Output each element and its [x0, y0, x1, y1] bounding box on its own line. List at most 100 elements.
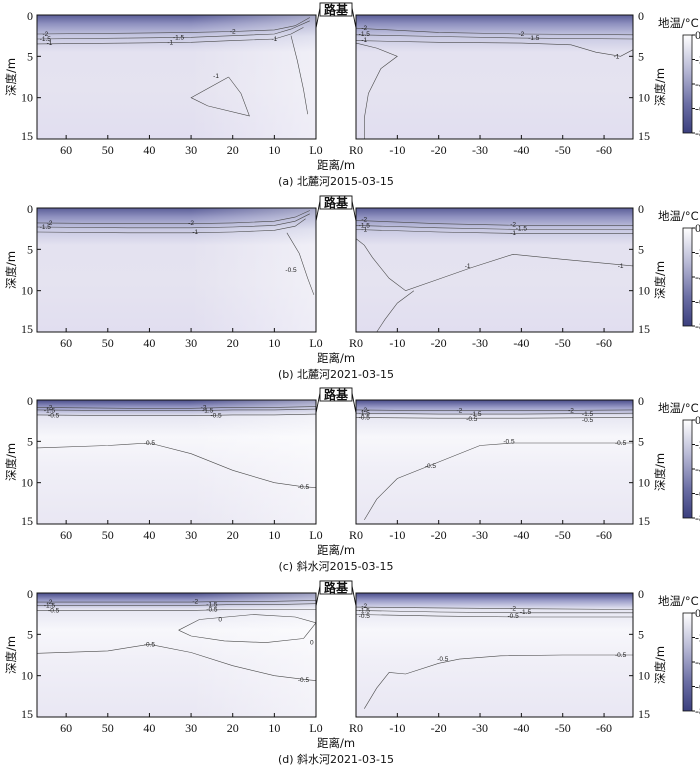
x-tick-label: 40	[143, 528, 155, 542]
contour-line	[355, 42, 398, 139]
x-tick-label: -30	[472, 721, 488, 735]
contour-line	[36, 442, 317, 488]
contour-line	[36, 406, 317, 409]
contour-label: -1.5	[40, 224, 52, 231]
x-tick-label: 30	[185, 336, 197, 350]
contour-label: -1.5	[359, 222, 371, 229]
contour-line	[355, 610, 633, 614]
contour-label: -1.5	[528, 35, 540, 42]
contour-label: -0.5	[298, 484, 310, 491]
x-tick-label: L0	[309, 336, 322, 350]
contour-line	[37, 603, 317, 606]
colorbar-tick-label: -4	[695, 462, 700, 476]
contour-line	[355, 606, 634, 610]
temperature-field-shade	[37, 400, 316, 524]
contour-label: -1.5	[582, 411, 594, 418]
roadbed-label: 路基	[324, 580, 349, 595]
colorbar-tick-label: -2	[695, 438, 700, 452]
y-tick-label: 0	[638, 9, 644, 23]
colorbar-title: 地温/°C	[658, 401, 699, 415]
contour-label: -0.5	[425, 463, 437, 470]
y-tick-label: 10	[638, 476, 650, 490]
contour-line	[290, 35, 308, 115]
contour-label: -2	[188, 220, 194, 227]
x-tick-label: 50	[102, 336, 114, 350]
contour-label: -0.5	[466, 416, 478, 423]
y-tick-label: 15	[21, 707, 33, 721]
x-tick-label: R0	[349, 143, 363, 157]
colorbar-tick-label: -4	[695, 77, 700, 91]
panel-caption: (b) 北麓河2021-03-15	[278, 368, 394, 381]
x-tick-label: -30	[472, 143, 488, 157]
contour-label: -1	[465, 263, 471, 270]
x-tick-label: -40	[513, 143, 529, 157]
contour-line	[355, 220, 633, 226]
contour-label: -0.5	[48, 607, 60, 614]
x-tick-label: -60	[596, 721, 612, 735]
contour-line	[355, 229, 633, 234]
x-tick-label: 60	[60, 721, 72, 735]
y-tick-label: 15	[21, 129, 33, 143]
x-tick-label: 50	[102, 143, 114, 157]
contour-label: -1.5	[516, 226, 528, 233]
y-tick-label: 10	[638, 669, 650, 683]
roadbed-label: 路基	[324, 2, 349, 17]
y-axis-title: 深度/m	[653, 68, 667, 106]
contour-label: -0.5	[359, 613, 371, 620]
y-tick-label: 5	[638, 49, 644, 63]
contour-line	[355, 27, 634, 36]
panel-caption: (d) 斜水河2021-03-15	[278, 753, 394, 766]
contour-label: -2	[361, 217, 367, 224]
y-axis-title: 深度/m	[653, 646, 667, 684]
contour-label: -2	[518, 31, 524, 38]
colorbar-tick-label: -6	[695, 680, 700, 694]
x-tick-label: 40	[143, 143, 155, 157]
contour-line	[36, 210, 310, 224]
contour-label: -0.5	[144, 641, 156, 648]
x-tick-label: 10	[268, 528, 280, 542]
contour-label: -2	[361, 407, 367, 414]
colorbar-tick-label: -8	[695, 511, 700, 525]
plot-frame	[36, 207, 317, 333]
colorbar-tick-label: -6	[695, 102, 700, 116]
y-axis-title: 深度/m	[4, 251, 18, 289]
roadbed-label-box	[319, 387, 353, 402]
x-tick-label: 20	[227, 528, 239, 542]
contour-label: -2	[510, 606, 516, 613]
contour-label: -0.5	[615, 652, 627, 659]
x-tick-label: 10	[268, 721, 280, 735]
contour-label: -0.5	[582, 417, 594, 424]
x-tick-label: 10	[268, 336, 280, 350]
x-tick-label: 40	[143, 336, 155, 350]
colorbar-tick-label: -2	[695, 53, 700, 67]
contour-label: -1.5	[44, 408, 56, 415]
colorbar-tick-label: -4	[695, 270, 700, 284]
colorbar-tick-label: 0	[695, 28, 700, 42]
y-tick-label: 10	[21, 476, 33, 490]
y-tick-label: 10	[638, 91, 650, 105]
plot-frame	[36, 14, 317, 140]
x-tick-label: L0	[309, 721, 322, 735]
contour-line	[37, 600, 317, 603]
x-tick-label: -20	[431, 143, 447, 157]
colorbar-tick-label: -6	[695, 487, 700, 501]
colorbar-tick-label: -6	[695, 295, 700, 309]
contour-line	[36, 20, 310, 40]
x-tick-label: L0	[309, 528, 322, 542]
contour-label: -1.5	[359, 607, 371, 614]
x-tick-label: 20	[227, 336, 239, 350]
y-tick-label: 0	[638, 394, 644, 408]
x-tick-label: 50	[102, 721, 114, 735]
contour-line	[36, 408, 317, 411]
colorbar-title: 地温/°C	[658, 16, 699, 30]
temperature-field	[356, 400, 633, 524]
x-tick-label: -10	[389, 336, 405, 350]
contour-line	[355, 40, 634, 57]
contour-label: -2	[361, 25, 367, 32]
contour-label: -2	[47, 220, 53, 227]
contour-label: -2	[47, 599, 53, 606]
y-axis-title: 深度/m	[4, 443, 18, 481]
colorbar-title: 地温/°C	[658, 209, 699, 223]
contour-label: -0.5	[615, 440, 627, 447]
